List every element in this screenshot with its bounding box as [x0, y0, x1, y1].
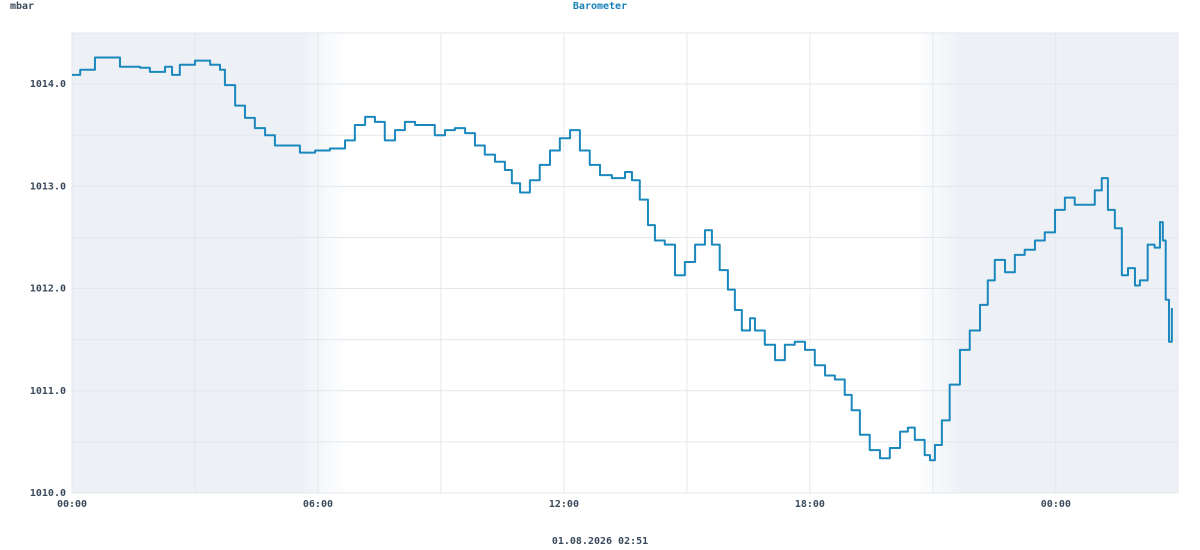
y-tick-label: 1013.0	[30, 181, 66, 192]
grid	[71, 33, 1178, 494]
footer-timestamp: 01.08.2026 02:51	[552, 536, 648, 547]
night-fade	[915, 33, 960, 493]
y-tick-label: 1012.0	[30, 284, 66, 295]
data-line	[72, 56, 1173, 462]
y-tick-label: 1014.0	[30, 79, 66, 90]
y-tick-label: 1011.0	[30, 386, 66, 397]
night-fade	[300, 33, 348, 493]
y-tick-label: 1010.0	[30, 488, 66, 499]
chart-title: Barometer	[573, 1, 627, 12]
x-tick-label: 00:00	[57, 499, 87, 510]
y-axis-label: mbar	[10, 1, 34, 12]
night-shade	[960, 33, 1178, 493]
x-tick-label: 06:00	[303, 499, 333, 510]
x-tick-label: 12:00	[549, 499, 579, 510]
x-tick-label: 18:00	[795, 499, 825, 510]
night-shade	[72, 33, 300, 493]
x-tick-label: 00:00	[1041, 499, 1071, 510]
